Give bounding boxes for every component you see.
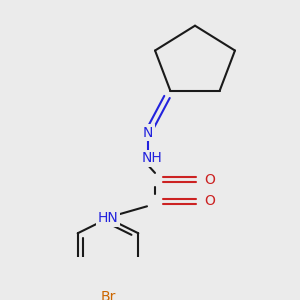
Text: O: O [205,194,215,208]
Text: HN: HN [98,211,118,225]
Text: N: N [143,126,153,140]
Text: Br: Br [100,290,116,300]
Text: O: O [205,173,215,187]
Text: NH: NH [142,152,162,165]
